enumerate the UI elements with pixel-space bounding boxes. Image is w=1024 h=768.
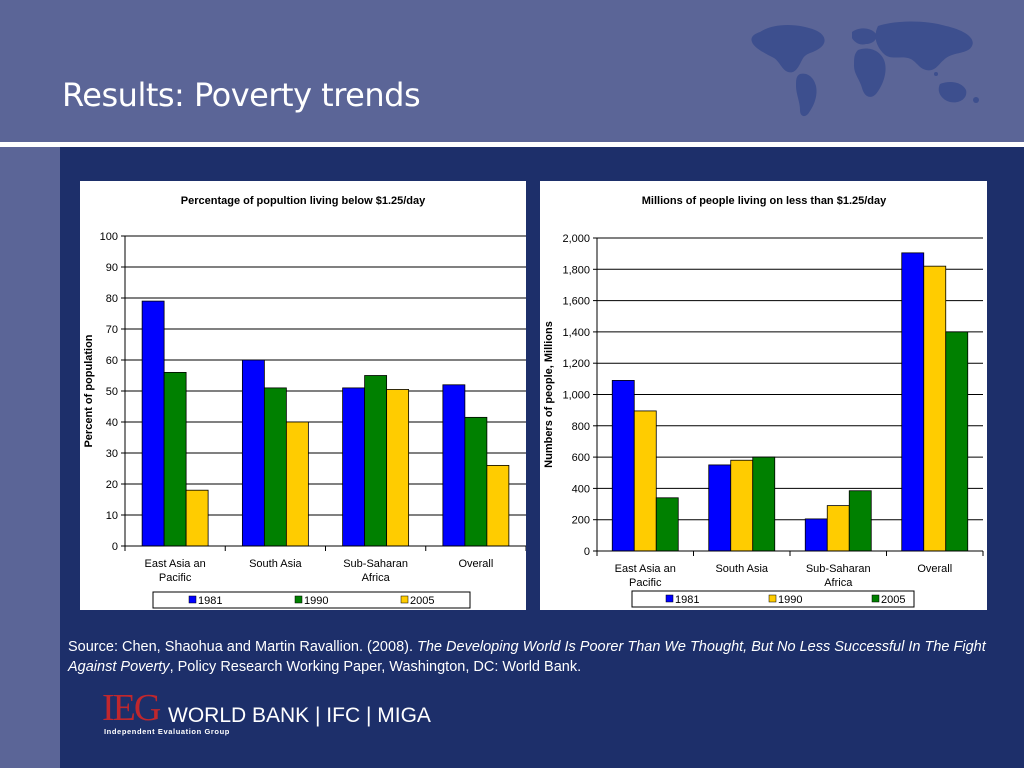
y-axis-label: Percent of population <box>83 334 95 447</box>
y-tick-label: 800 <box>572 421 590 433</box>
x-category-label: Overall <box>917 563 952 575</box>
source-suffix: , Policy Research Working Paper, Washing… <box>169 659 582 675</box>
bar-1981-2 <box>342 387 366 547</box>
source-citation: Source: Chen, Shaohua and Martin Ravalli… <box>68 637 998 677</box>
legend-label-1981: 1981 <box>675 594 699 606</box>
x-category-label: Pacific <box>159 572 192 584</box>
x-category-label: South Asia <box>715 563 768 575</box>
x-category-label: Sub-Saharan <box>806 563 871 575</box>
legend-box <box>152 591 471 609</box>
legend-swatch-1990 <box>294 595 303 604</box>
x-category-label: Africa <box>824 577 853 589</box>
y-tick-label: 1,400 <box>562 327 590 339</box>
x-category-label: Sub-Saharan <box>343 558 408 570</box>
legend-swatch-2005 <box>400 595 409 604</box>
legend-swatch-1981 <box>188 595 197 604</box>
chart-title: Millions of people living on less than $… <box>642 195 887 207</box>
bar-1990-2 <box>826 505 850 552</box>
y-tick-label: 50 <box>106 386 118 398</box>
bar-1981-0 <box>141 300 165 547</box>
legend: 1981 1990 2005 <box>152 591 471 609</box>
y-axis-label: Numbers of people, Millions <box>543 321 555 468</box>
bar-1990-2 <box>364 375 388 547</box>
y-tick-label: 1,800 <box>562 264 590 276</box>
bar-2005-2 <box>848 490 872 552</box>
header-divider <box>0 142 1024 147</box>
chart-title: Percentage of popultion living below $1.… <box>181 195 426 207</box>
bar-2005-1 <box>285 421 309 547</box>
legend-label-1990: 1990 <box>778 594 802 606</box>
bar-2005-2 <box>386 389 410 547</box>
chart-panel-millions: Millions of people living on less than $… <box>540 181 987 610</box>
bar-1981-1 <box>708 464 732 552</box>
logo-subtitle: Independent Evaluation Group <box>104 727 230 736</box>
bar-1990-1 <box>730 459 754 552</box>
y-tick-label: 80 <box>106 293 118 305</box>
legend-swatch-2005 <box>871 594 880 603</box>
y-tick-label: 10 <box>106 510 118 522</box>
bar-1990-0 <box>633 410 657 552</box>
bar-1981-1 <box>241 359 265 547</box>
bar-1981-3 <box>901 252 925 552</box>
bar-2005-3 <box>945 331 969 552</box>
y-tick-label: 2,000 <box>562 233 590 245</box>
legend: 1981 1990 2005 <box>631 590 915 608</box>
world-map-icon <box>751 21 979 117</box>
bar-2005-0 <box>185 489 209 547</box>
bar-1990-3 <box>464 416 488 547</box>
y-tick-label: 60 <box>106 355 118 367</box>
header-band <box>0 0 1024 142</box>
y-tick-label: 0 <box>584 546 590 558</box>
bar-1990-0 <box>163 371 187 547</box>
slide-title: Results: Poverty trends <box>62 76 421 114</box>
x-category-label: Pacific <box>629 577 662 589</box>
logo-worldbank-text: WORLD BANK | IFC | MIGA <box>168 704 431 727</box>
y-tick-label: 1,200 <box>562 358 590 370</box>
y-tick-label: 1,600 <box>562 296 590 308</box>
chart-panel-percentage: Percentage of popultion living below $1.… <box>80 181 526 610</box>
y-tick-label: 400 <box>572 483 590 495</box>
bar-1981-3 <box>442 384 466 547</box>
bar-1990-3 <box>923 265 947 552</box>
y-tick-label: 40 <box>106 417 118 429</box>
x-category-label: Africa <box>362 572 391 584</box>
y-tick-label: 600 <box>572 452 590 464</box>
y-tick-label: 20 <box>106 479 118 491</box>
ieg-logo: IEG WORLD BANK | IFC | MIGA Independent … <box>102 687 502 740</box>
x-category-label: Overall <box>458 558 493 570</box>
x-category-label: East Asia an <box>615 563 676 575</box>
x-category-label: East Asia an <box>145 558 206 570</box>
legend-label-1981: 1981 <box>198 595 222 607</box>
chart-millions-poverty: Millions of people living on less than $… <box>543 195 984 608</box>
left-strip <box>0 147 60 768</box>
legend-label-1990: 1990 <box>304 595 328 607</box>
bar-2005-1 <box>752 456 776 552</box>
y-tick-label: 200 <box>572 515 590 527</box>
source-title: The Developing World Is Poorer Than We T… <box>68 639 986 675</box>
bar-2005-0 <box>655 497 679 552</box>
bar-2005-3 <box>486 464 510 547</box>
legend-label-2005: 2005 <box>881 594 905 606</box>
y-tick-label: 1,000 <box>562 390 590 402</box>
y-tick-label: 0 <box>112 541 118 553</box>
legend-label-2005: 2005 <box>410 595 434 607</box>
bar-1990-1 <box>263 387 287 547</box>
legend-swatch-1990 <box>768 594 777 603</box>
chart-percentage-poverty: Percentage of popultion living below $1.… <box>83 195 526 609</box>
bar-1981-2 <box>804 518 828 552</box>
x-category-label: South Asia <box>249 558 302 570</box>
logo-ieg: IEG <box>102 687 161 729</box>
source-prefix: Source: Chen, Shaohua and Martin Ravalli… <box>68 639 418 655</box>
y-tick-label: 100 <box>100 231 118 243</box>
legend-swatch-1981 <box>665 594 674 603</box>
y-tick-label: 90 <box>106 262 118 274</box>
bar-1981-0 <box>611 380 635 552</box>
y-tick-label: 30 <box>106 448 118 460</box>
y-tick-label: 70 <box>106 324 118 336</box>
